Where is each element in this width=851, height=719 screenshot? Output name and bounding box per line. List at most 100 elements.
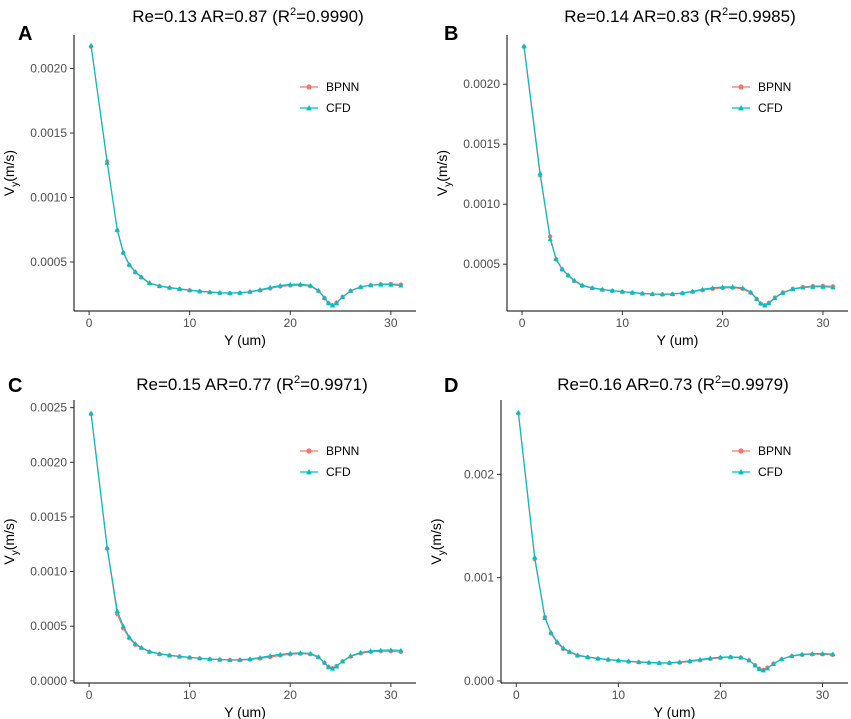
- data-point-cfd: [358, 649, 364, 655]
- data-point-cfd: [565, 272, 571, 278]
- data-point-cfd: [809, 651, 815, 656]
- legend-triangle-marker: [306, 469, 312, 475]
- legend-label: BPNN: [326, 444, 359, 458]
- y-tick-label: 0.0025: [30, 401, 67, 415]
- data-point-cfd: [388, 647, 394, 653]
- y-tick-label: 0.0005: [30, 619, 67, 633]
- data-point-cfd: [609, 288, 615, 293]
- y-tick-label: 0.0020: [30, 455, 67, 469]
- data-point-cfd: [217, 656, 223, 662]
- data-point-cfd: [378, 647, 384, 653]
- legend-item-cfd: CFD: [732, 101, 783, 115]
- y-tick-label: 0.0015: [30, 510, 67, 524]
- x-axis-label: Y (um): [224, 704, 266, 719]
- legend-circle-marker: [738, 84, 744, 90]
- data-point-cfd: [114, 227, 120, 232]
- data-point-cfd: [287, 650, 293, 656]
- legend-label: CFD: [326, 465, 351, 479]
- x-tick-label: 0: [86, 316, 93, 330]
- x-tick-label: 20: [714, 688, 728, 702]
- data-point-cfd: [329, 302, 336, 308]
- data-point-cfd: [748, 289, 754, 295]
- y-axis-label: Vy(m/s): [428, 518, 448, 564]
- x-axis-label: Y (um): [224, 332, 266, 348]
- data-point-cfd: [197, 288, 203, 294]
- data-point-cfd: [574, 652, 581, 658]
- chart-title-end: =0.9990): [296, 7, 364, 26]
- data-point-cfd: [780, 290, 786, 295]
- legend-item-cfd: CFD: [300, 465, 351, 479]
- y-tick-label: 0.0010: [30, 565, 67, 579]
- legend: BPNN CFD: [732, 444, 791, 479]
- data-point-cfd: [717, 654, 724, 660]
- data-point-cfd: [800, 284, 806, 290]
- x-tick-label: 0: [519, 316, 526, 330]
- legend-item-bpnn: BPNN: [732, 80, 791, 94]
- data-point-cfd: [619, 288, 625, 294]
- data-point-cfd: [321, 295, 328, 300]
- legend: BPNN CFD: [300, 80, 359, 115]
- data-point-cfd: [730, 284, 736, 289]
- y-axis-label-subscript: y: [437, 550, 448, 555]
- data-point-cfd: [146, 648, 153, 654]
- data-point-cfd: [595, 655, 601, 661]
- x-tick-label: 10: [616, 316, 630, 330]
- data-point-cfd: [579, 282, 585, 288]
- legend-label: BPNN: [326, 80, 359, 94]
- data-point-cfd: [515, 409, 521, 415]
- y-tick-label: 0.0020: [30, 62, 67, 76]
- data-point-cfd: [132, 269, 138, 274]
- legend-label: CFD: [326, 101, 351, 115]
- data-point-cfd: [625, 658, 632, 664]
- legend-label: CFD: [758, 465, 783, 479]
- data-point-cfd: [799, 651, 805, 657]
- data-point-cfd: [707, 655, 713, 661]
- data-point-cfd: [227, 657, 233, 662]
- data-point-cfd: [307, 650, 313, 656]
- series-cfd: [515, 409, 836, 673]
- data-point-cfd: [766, 300, 772, 306]
- data-point-cfd: [746, 657, 752, 663]
- chart-title-superscript: 2: [290, 6, 296, 18]
- data-point-cfd: [138, 644, 144, 650]
- data-point-cfd: [132, 641, 138, 646]
- data-point-cfd: [762, 302, 768, 308]
- data-point-cfd: [267, 653, 273, 658]
- x-tick-label: 30: [384, 688, 398, 702]
- data-point-cfd: [207, 656, 213, 662]
- chart-title-main: Re=0.13 AR=0.87 (R: [132, 7, 290, 26]
- y-tick-label: 0.0005: [30, 255, 67, 269]
- data-point-cfd: [697, 656, 703, 662]
- series-cfd: [521, 43, 836, 308]
- data-point-cfd: [764, 665, 770, 671]
- data-point-cfd: [138, 274, 144, 279]
- data-point-cfd: [677, 659, 683, 665]
- y-axis-label-main: V: [1, 555, 17, 565]
- x-tick-label: 30: [384, 316, 398, 330]
- y-axis-label-main: V: [1, 186, 17, 196]
- y-axis-label-subscript: y: [10, 550, 21, 555]
- data-point-cfd: [325, 300, 332, 306]
- data-point-cfd: [321, 659, 328, 665]
- data-point-cfd: [547, 236, 553, 242]
- data-point-cfd: [329, 665, 336, 671]
- x-tick-label: 30: [816, 316, 830, 330]
- legend-label: CFD: [758, 101, 783, 115]
- legend-label: BPNN: [758, 80, 791, 94]
- data-point-cfd: [126, 634, 132, 640]
- data-point-cfd: [339, 658, 346, 664]
- data-point-cfd: [287, 281, 293, 287]
- x-tick-label: 30: [816, 688, 830, 702]
- data-point-cfd: [358, 284, 364, 289]
- chart-title-main: Re=0.16 AR=0.73 (R: [557, 375, 715, 394]
- data-point-cfd: [752, 662, 758, 668]
- y-tick-label: 0.0000: [30, 674, 67, 688]
- data-point-cfd: [398, 647, 404, 653]
- data-point-cfd: [537, 170, 543, 176]
- chart-title-end: =0.9979): [721, 375, 789, 394]
- data-point-cfd: [659, 291, 666, 297]
- data-point-cfd: [177, 286, 183, 291]
- data-point-cfd: [585, 654, 591, 660]
- legend-item-cfd: CFD: [732, 465, 783, 479]
